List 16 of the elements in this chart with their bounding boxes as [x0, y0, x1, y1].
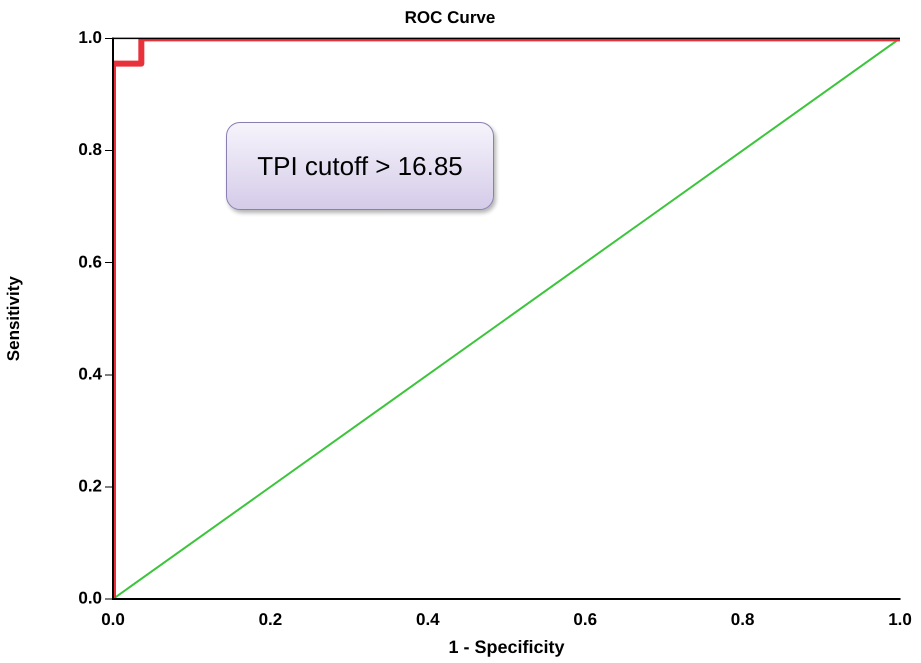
- y-tick-label: 0.6: [78, 252, 102, 272]
- x-tick-label: 1.0: [888, 610, 912, 629]
- y-tick-label: 0.8: [78, 140, 102, 160]
- y-tick-label: 0.0: [78, 588, 102, 608]
- x-tick-label: 0.0: [101, 610, 125, 629]
- x-tick-label: 0.6: [573, 610, 598, 629]
- x-tick-label: 0.2: [258, 610, 282, 629]
- x-tick-label: 0.4: [416, 610, 440, 629]
- y-tick-label: 1.0: [78, 28, 102, 48]
- y-tick-label: 0.4: [78, 364, 103, 384]
- x-tick-label: 0.8: [730, 610, 754, 629]
- x-axis-title: 1 - Specificity: [448, 637, 565, 658]
- y-axis-title: Sensitivity: [4, 276, 23, 362]
- chart-title: ROC Curve: [404, 8, 496, 27]
- annotation: TPI cutoff > 16.85: [226, 122, 494, 210]
- y-tick-label: 0.2: [78, 476, 102, 496]
